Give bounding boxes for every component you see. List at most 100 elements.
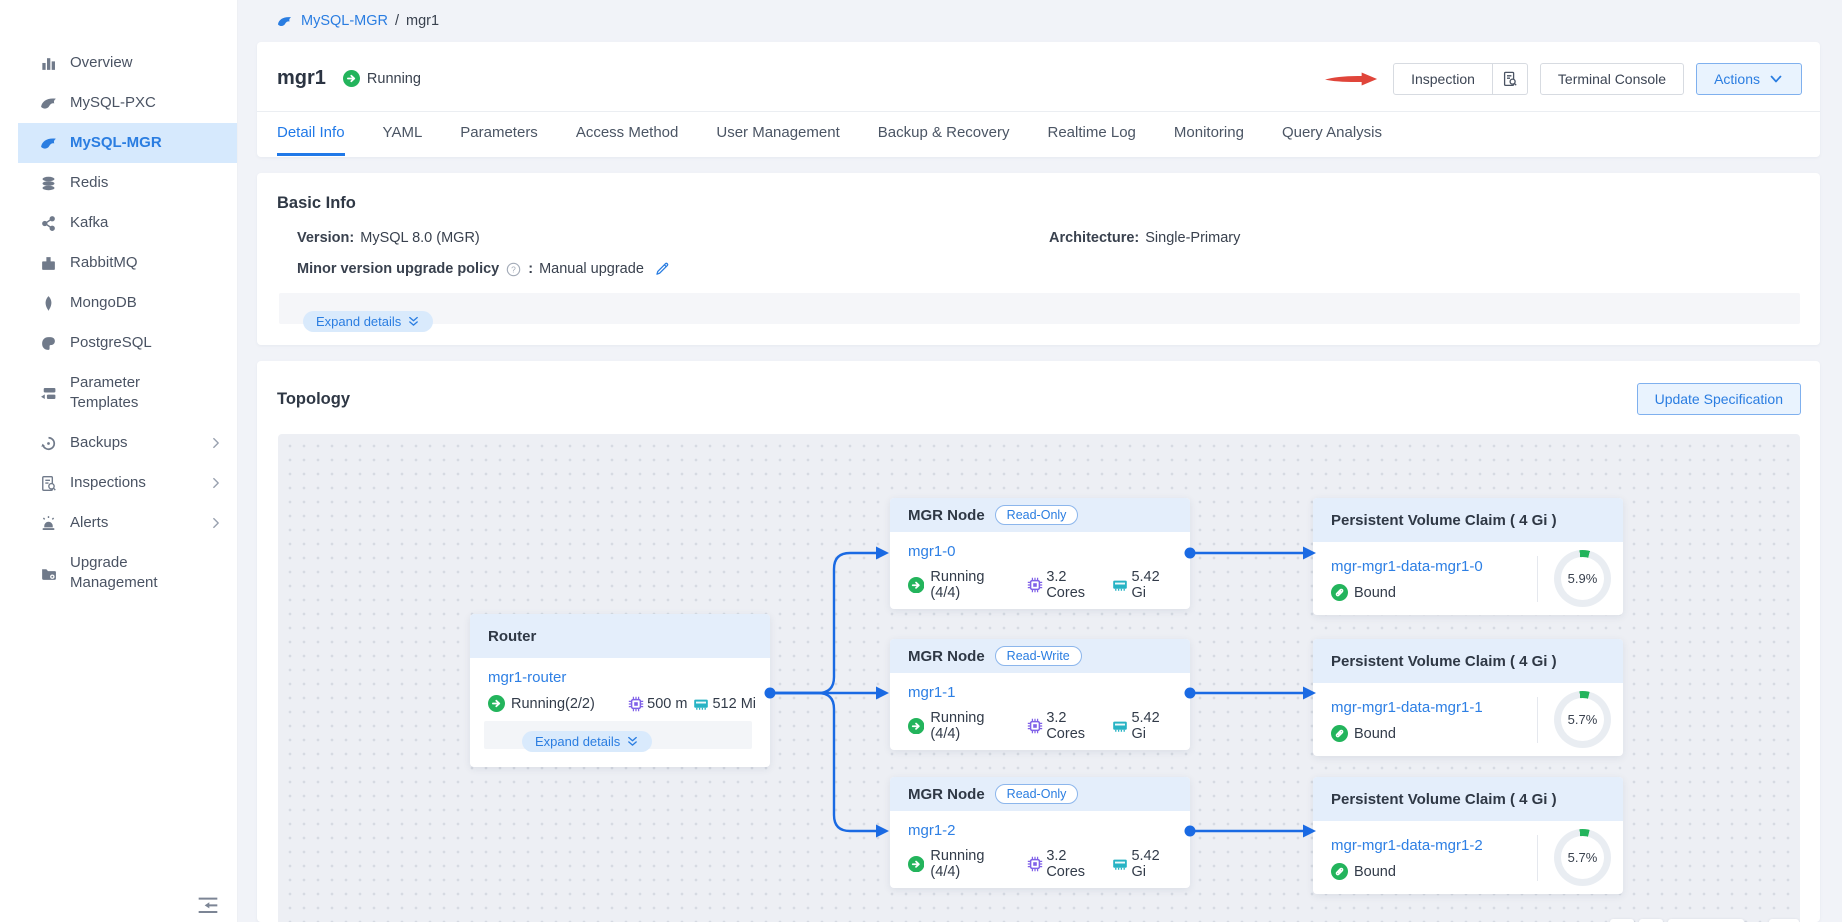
breadcrumb-separator: / [395, 13, 400, 29]
sidebar-item-upgrade-management[interactable]: Upgrade Management [0, 543, 237, 603]
architecture-row: Architecture: Single-Primary [1049, 230, 1241, 246]
running-status-icon [908, 576, 925, 594]
mgr-node-link[interactable]: mgr1-2 [908, 822, 956, 839]
actions-button[interactable]: Actions [1696, 62, 1802, 95]
bound-status-icon [1331, 725, 1348, 742]
tab-access-method[interactable]: Access Method [575, 124, 679, 141]
upgrade-policy-row: Minor version upgrade policy : Manual up… [297, 261, 1800, 277]
chevron-down-icon [1768, 71, 1784, 87]
breadcrumb-parent-link[interactable]: MySQL-MGR [301, 13, 388, 29]
divider [1537, 555, 1538, 602]
canvas-zoom-control[interactable] [1668, 919, 1744, 922]
help-question-icon[interactable] [506, 262, 521, 277]
sidebar-item-mongodb[interactable]: MongoDB [0, 283, 237, 323]
sidebar-item-backups[interactable]: Backups [0, 423, 237, 463]
router-expand-bar: Expand details [484, 721, 752, 752]
cpu-icon [1027, 577, 1044, 593]
breadcrumb-current: mgr1 [406, 13, 440, 29]
expand-details-bar: Expand details [279, 293, 1800, 332]
detail-tabs: Detail Info YAML Parameters Access Metho… [257, 112, 1820, 156]
pvc-name-link[interactable]: mgr-mgr1-data-mgr1-0 [1331, 558, 1483, 575]
expand-details-button[interactable]: Expand details [303, 311, 434, 332]
terminal-console-button[interactable]: Terminal Console [1539, 62, 1685, 95]
running-status-icon [908, 717, 925, 735]
backup-icon [40, 435, 57, 452]
pvc-name-link[interactable]: mgr-mgr1-data-mgr1-1 [1331, 699, 1483, 716]
inspection-button[interactable]: Inspection [1393, 62, 1493, 95]
main-content: MySQL-MGR / mgr1 mgr1 Running Inspection… [238, 0, 1842, 922]
divider [1537, 834, 1538, 881]
sidebar-item-redis[interactable]: Redis [0, 163, 237, 203]
sidebar-item-mysql-pxc[interactable]: MySQL-PXC [0, 83, 237, 123]
canvas-toolbar-button[interactable] [1639, 919, 1663, 922]
upgrade-policy-label: Minor version upgrade policy [297, 261, 500, 277]
router-card-header: Router [470, 614, 770, 658]
bar-chart-icon [40, 55, 57, 72]
usage-gauge: 5.9% [1554, 550, 1611, 607]
topology-canvas: Router mgr1-router Running(2/2) 500 m 51… [278, 434, 1800, 922]
router-status: Running(2/2) [511, 695, 595, 712]
tab-parameters[interactable]: Parameters [460, 124, 538, 141]
inspection-icon [40, 475, 57, 492]
sidebar: Overview MySQL-PXC MySQL-MGR Redis Kafka… [0, 0, 238, 922]
cluster-status-label: Running [366, 70, 421, 87]
divider [1537, 696, 1538, 743]
role-badge: Read-Only [994, 784, 1079, 804]
canvas-toolbar-button[interactable] [1769, 919, 1799, 922]
chevron-right-icon [209, 476, 223, 490]
canvas-toolbar-button[interactable] [1610, 919, 1634, 922]
sidebar-item-alerts[interactable]: Alerts [0, 503, 237, 543]
role-badge: Read-Only [994, 505, 1079, 525]
sidebar-item-parameter-templates[interactable]: Parameter Templates [0, 363, 237, 423]
tab-query-analysis[interactable]: Query Analysis [1281, 124, 1382, 141]
tab-detail-info[interactable]: Detail Info [277, 112, 345, 156]
architecture-value: Single-Primary [1145, 230, 1241, 246]
router-node-card: Router mgr1-router Running(2/2) 500 m 51… [470, 614, 770, 767]
sidebar-item-overview[interactable]: Overview [0, 43, 237, 83]
router-expand-details-button[interactable]: Expand details [522, 731, 653, 752]
sidebar-collapse-icon[interactable] [196, 894, 220, 916]
tab-yaml[interactable]: YAML [382, 124, 423, 141]
cpu-icon [628, 695, 645, 712]
mongodb-icon [40, 295, 57, 312]
bound-status-icon [1331, 863, 1348, 880]
tab-realtime-log[interactable]: Realtime Log [1047, 124, 1136, 141]
sidebar-item-kafka[interactable]: Kafka [0, 203, 237, 243]
topology-card: Topology Update Specification Router mgr… [257, 361, 1820, 922]
pvc-name-link[interactable]: mgr-mgr1-data-mgr1-2 [1331, 837, 1483, 854]
tab-monitoring[interactable]: Monitoring [1173, 124, 1244, 141]
router-cpu: 500 m [647, 695, 688, 712]
inspection-report-button[interactable] [1492, 62, 1528, 95]
router-memory: 512 Mi [712, 695, 756, 712]
tab-user-management[interactable]: User Management [716, 124, 840, 141]
role-badge: Read-Write [994, 646, 1082, 666]
basic-info-title: Basic Info [277, 194, 356, 212]
sidebar-item-inspections[interactable]: Inspections [0, 463, 237, 503]
sidebar-item-mysql-mgr[interactable]: MySQL-MGR [18, 123, 237, 163]
running-status-icon [342, 70, 360, 87]
mgr-node-link[interactable]: mgr1-1 [908, 684, 956, 701]
router-name-link[interactable]: mgr1-router [488, 669, 567, 686]
mgr-node-link[interactable]: mgr1-0 [908, 543, 956, 560]
sidebar-item-postgresql[interactable]: PostgreSQL [0, 323, 237, 363]
memory-icon [1112, 718, 1128, 734]
upgrade-icon [40, 565, 57, 582]
upgrade-policy-value: Manual upgrade [539, 261, 644, 277]
document-search-icon [1502, 71, 1518, 87]
rabbitmq-icon [40, 255, 57, 272]
chevron-right-icon [209, 516, 223, 530]
template-icon [40, 385, 57, 402]
pvc-card-0: Persistent Volume Claim ( 4 Gi ) mgr-mgr… [1313, 498, 1623, 615]
update-specification-button[interactable]: Update Specification [1636, 383, 1801, 415]
pvc-card-1: Persistent Volume Claim ( 4 Gi ) mgr-mgr… [1313, 639, 1623, 756]
sidebar-item-rabbitmq[interactable]: RabbitMQ [0, 243, 237, 283]
cluster-status: Running [342, 70, 421, 87]
actions-button-label: Actions [1714, 70, 1760, 87]
pvc-card-2: Persistent Volume Claim ( 4 Gi ) mgr-mgr… [1313, 777, 1623, 894]
usage-gauge: 5.7% [1554, 691, 1611, 748]
running-status-icon [488, 695, 505, 712]
tab-backup-recovery[interactable]: Backup & Recovery [877, 124, 1010, 141]
edit-pencil-icon[interactable] [654, 261, 670, 277]
dolphin-icon [40, 135, 57, 152]
alert-icon [40, 514, 57, 532]
